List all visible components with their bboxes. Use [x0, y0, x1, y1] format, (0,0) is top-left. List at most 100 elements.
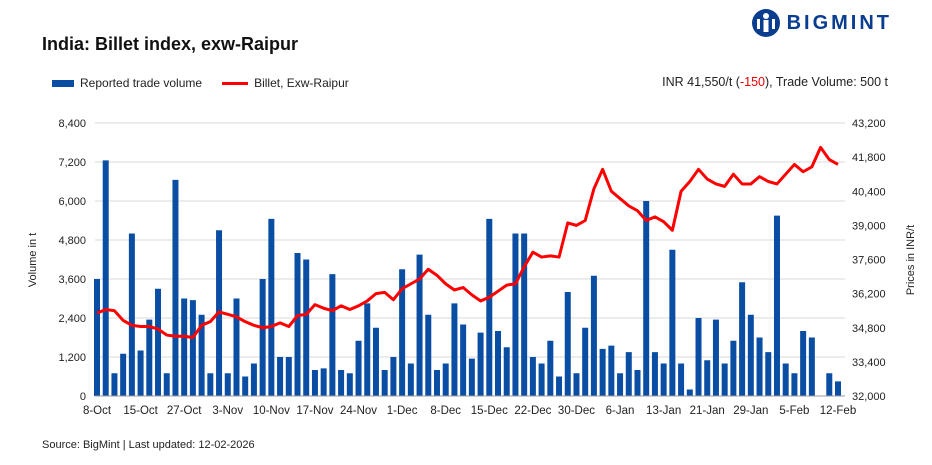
chart-title: India: Billet index, exw-Raipur: [42, 34, 299, 54]
y2-tick-label: 32,000: [852, 391, 886, 403]
volume-bar: [651, 352, 658, 396]
volume-bar: [756, 337, 763, 396]
volume-bar: [582, 327, 589, 396]
volume-bar: [800, 331, 807, 396]
y2-tick-label: 34,800: [852, 323, 886, 335]
summary-price: INR 41,550/t (: [662, 75, 740, 89]
y2-tick-label: 41,800: [852, 152, 886, 164]
volume-bar: [660, 363, 667, 396]
volume-bar: [808, 337, 815, 396]
volume-bar: [495, 331, 502, 396]
y2-axis-label: Prices in INR/t: [905, 225, 917, 295]
volume-bar: [259, 279, 266, 396]
y2-tick-label: 43,200: [852, 118, 886, 130]
x-tick-label: 3-Nov: [212, 405, 243, 417]
volume-bar: [599, 348, 606, 396]
volume-bar: [695, 318, 702, 396]
volume-bar: [547, 340, 554, 396]
x-tick-label: 12-Feb: [820, 405, 856, 417]
x-tick-label: 17-Nov: [296, 405, 333, 417]
y-tick-label: 1,200: [58, 352, 86, 364]
y2-tick-label: 40,400: [852, 186, 886, 198]
volume-bar: [468, 358, 475, 396]
x-tick-label: 8-Oct: [83, 405, 112, 417]
x-tick-label: 24-Nov: [340, 405, 377, 417]
x-tick-label: 27-Oct: [167, 405, 202, 417]
x-tick-label: 6-Jan: [606, 405, 635, 417]
y-tick-label: 3,600: [58, 274, 86, 286]
x-tick-label: 29-Jan: [733, 405, 768, 417]
volume-bar: [355, 340, 362, 396]
volume-bar: [172, 179, 179, 396]
x-tick-label: 15-Oct: [123, 405, 158, 417]
logo-icon: [751, 9, 780, 37]
summary-volume: ), Trade Volume: 500 t: [765, 75, 888, 89]
volume-bar: [765, 352, 772, 396]
x-tick-label: 8-Dec: [430, 405, 461, 417]
volume-bar: [137, 350, 144, 396]
volume-bar: [521, 233, 528, 396]
volume-bar: [181, 298, 188, 396]
legend-label-price: Billet, Exw-Raipur: [254, 76, 349, 90]
volume-bar: [372, 327, 379, 396]
volume-bar: [747, 314, 754, 396]
summary-change: -150: [739, 75, 765, 89]
volume-bar: [625, 352, 632, 396]
volume-bar: [294, 253, 301, 396]
y-axis-label: Volume in t: [27, 233, 39, 287]
volume-bar: [94, 279, 100, 396]
volume-bar: [460, 324, 467, 396]
volume-bar: [712, 319, 719, 396]
volume-bar: [198, 314, 205, 396]
volume-bar: [739, 282, 746, 396]
volume-bar: [207, 373, 214, 396]
volume-bar: [608, 345, 615, 396]
y-tick-label: 6,000: [58, 196, 86, 208]
volume-bar: [486, 218, 493, 396]
volume-bar: [146, 319, 153, 396]
volume-bar: [669, 249, 676, 396]
volume-bar: [303, 259, 310, 396]
legend: Reported trade volume Billet, Exw-Raipur: [52, 76, 349, 90]
volume-bar: [678, 363, 685, 396]
volume-bar: [617, 373, 624, 396]
volume-bar: [111, 373, 118, 396]
x-tick-label: 15-Dec: [471, 405, 508, 417]
volume-bar: [346, 373, 353, 396]
volume-bar: [564, 292, 571, 396]
volume-bar: [233, 298, 240, 396]
legend-swatch-price: [222, 81, 249, 85]
volume-bar: [442, 363, 449, 396]
y2-tick-label: 33,400: [852, 357, 886, 369]
volume-bar: [189, 300, 196, 396]
volume-bar: [826, 373, 833, 396]
volume-bar: [381, 370, 388, 396]
x-tick-label: 13-Jan: [646, 405, 681, 417]
price-summary: INR 41,550/t (-150), Trade Volume: 500 t: [662, 75, 888, 89]
y-tick-label: 0: [80, 391, 86, 403]
volume-bar: [407, 363, 414, 396]
bigmint-logo: BIGMINT: [751, 8, 892, 38]
volume-bar: [773, 215, 780, 396]
volume-bar: [277, 357, 284, 396]
y2-tick-label: 37,600: [852, 255, 886, 267]
volume-bar: [250, 363, 257, 396]
volume-bar: [538, 363, 545, 396]
volume-bar: [329, 274, 336, 396]
volume-bar: [338, 370, 345, 396]
volume-bar: [512, 233, 519, 396]
volume-bar: [224, 373, 231, 396]
x-tick-label: 22-Dec: [514, 405, 551, 417]
volume-bar: [791, 373, 798, 396]
volume-bar: [835, 381, 841, 396]
volume-bar: [730, 340, 737, 396]
volume-bar: [390, 357, 397, 396]
legend-swatch-volume: [52, 79, 74, 87]
x-tick-label: 10-Nov: [253, 405, 290, 417]
volume-bar: [686, 389, 693, 396]
y-tick-label: 8,400: [58, 118, 86, 130]
volume-bar: [782, 363, 789, 396]
volume-bar: [163, 373, 170, 396]
volume-bar: [529, 357, 536, 396]
